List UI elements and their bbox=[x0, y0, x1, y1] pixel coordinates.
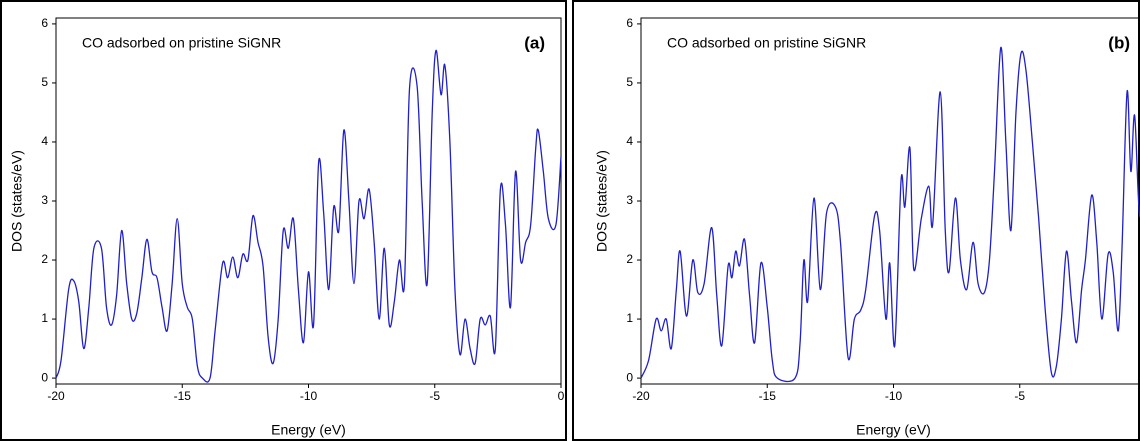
y-tick-label: 5 bbox=[41, 75, 48, 89]
y-tick-label: 6 bbox=[41, 16, 48, 30]
x-tick-label: -15 bbox=[174, 389, 192, 403]
y-tick-label: 1 bbox=[41, 311, 48, 325]
x-axis-label: Energy (eV) bbox=[856, 422, 931, 438]
x-tick-label: -15 bbox=[759, 389, 777, 403]
x-tick-label: -5 bbox=[429, 389, 440, 403]
x-tick-label: -10 bbox=[885, 389, 903, 403]
y-axis-label: DOS (states/eV) bbox=[9, 150, 25, 252]
plot-frame bbox=[55, 17, 562, 385]
y-tick-label: 4 bbox=[626, 134, 633, 148]
panel-border bbox=[0, 0, 567, 441]
y-tick-label: 5 bbox=[626, 75, 633, 89]
y-tick-label: 0 bbox=[626, 370, 633, 384]
x-tick-label: -20 bbox=[632, 389, 650, 403]
y-tick-label: 2 bbox=[626, 252, 633, 266]
x-tick-label: -5 bbox=[1014, 389, 1025, 403]
panel-label: (a) bbox=[524, 33, 545, 52]
y-tick-label: 3 bbox=[41, 193, 48, 207]
x-tick-label: -20 bbox=[47, 389, 65, 403]
series-line bbox=[640, 46, 1140, 383]
panel-border bbox=[572, 0, 1140, 441]
x-axis-label: Energy (eV) bbox=[271, 422, 346, 438]
panel-label: (b) bbox=[1108, 33, 1130, 52]
x-tick-label: -10 bbox=[300, 389, 318, 403]
y-tick-label: 6 bbox=[626, 16, 633, 30]
y-tick-label: 1 bbox=[626, 311, 633, 325]
x-tick-label: 0 bbox=[558, 389, 565, 403]
y-tick-label: 4 bbox=[41, 134, 48, 148]
y-tick-label: 3 bbox=[626, 193, 633, 207]
annotation: CO adsorbed on pristine SiGNR bbox=[82, 35, 281, 51]
y-tick-label: 2 bbox=[41, 252, 48, 266]
plot-frame bbox=[640, 17, 1140, 385]
y-axis-label: DOS (states/eV) bbox=[594, 150, 610, 252]
series-line bbox=[55, 49, 562, 383]
y-tick-label: 0 bbox=[41, 370, 48, 384]
annotation: CO adsorbed on pristine SiGNR bbox=[667, 35, 866, 51]
